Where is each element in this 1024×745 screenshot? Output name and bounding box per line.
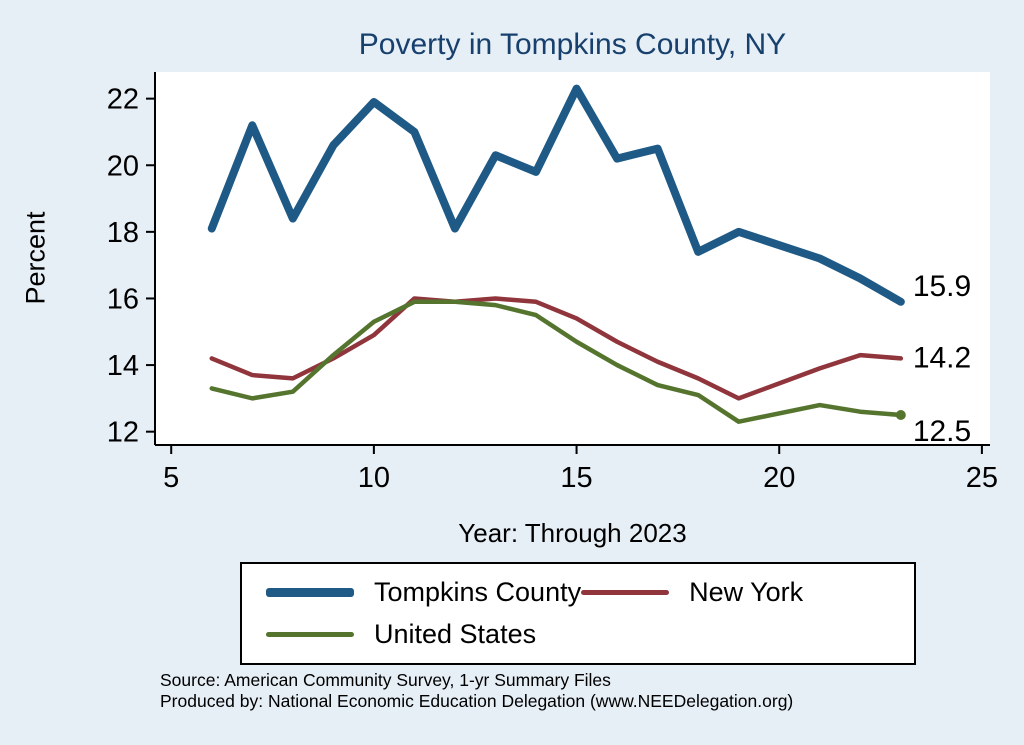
legend-label-new-york: New York — [689, 577, 804, 607]
produced-by-line: Produced by: National Economic Education… — [160, 691, 794, 711]
new-york-line-swatch-icon — [581, 590, 670, 595]
chart-title: Poverty in Tompkins County, NY — [358, 28, 787, 61]
source-note: Source: American Community Survey, 1-yr … — [160, 670, 793, 712]
plot-area — [155, 72, 990, 445]
series-end-marker-2 — [895, 410, 906, 421]
y-tick-label: 20 — [107, 150, 139, 182]
legend-item-new-york: New York — [581, 577, 890, 608]
tompkins-county-line-swatch-icon — [266, 588, 354, 597]
y-tick-label: 12 — [107, 417, 139, 449]
x-tick-label: 20 — [763, 462, 795, 494]
legend-label-united-states: United States — [374, 619, 537, 649]
x-tick-label: 10 — [358, 462, 390, 494]
series-line-0 — [207, 84, 905, 306]
legend-box: Tompkins County New York United States — [240, 562, 916, 665]
y-tick-label: 22 — [107, 84, 139, 116]
series-end-label-2: 12.5 — [913, 415, 971, 448]
x-axis-title: Year: Through 2023 — [458, 518, 687, 548]
y-tick-label: 16 — [107, 283, 139, 315]
source-line: Source: American Community Survey, 1-yr … — [160, 670, 611, 690]
legend-item-tompkins-county: Tompkins County — [266, 577, 581, 608]
y-tick-label: 18 — [107, 217, 139, 249]
y-tick-label: 14 — [107, 350, 139, 382]
united-states-line-swatch-icon — [266, 632, 354, 637]
x-tick-label: 15 — [560, 462, 592, 494]
legend-label-tompkins-county: Tompkins County — [374, 577, 582, 607]
x-tick-label: 25 — [966, 462, 998, 494]
x-tick-label: 5 — [163, 462, 179, 494]
series-line-2 — [209, 299, 904, 424]
y-axis-title: Percent — [20, 211, 51, 305]
series-end-label-0: 15.9 — [913, 270, 971, 303]
series-end-label-1: 14.2 — [913, 341, 971, 374]
legend-item-united-states: United States — [266, 619, 581, 650]
